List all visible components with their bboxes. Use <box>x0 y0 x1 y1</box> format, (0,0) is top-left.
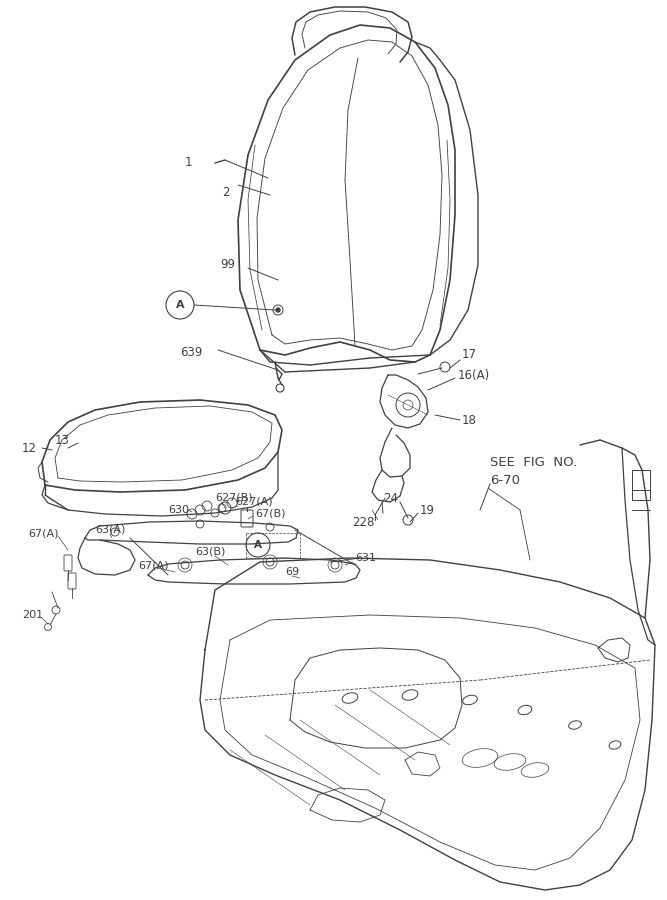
Text: 6-70: 6-70 <box>490 473 520 487</box>
Text: 2: 2 <box>222 185 229 199</box>
Text: 627(B): 627(B) <box>215 492 253 502</box>
Text: SEE  FIG  NO.: SEE FIG NO. <box>490 455 577 469</box>
Text: 1: 1 <box>185 157 193 169</box>
Text: 627(A): 627(A) <box>235 497 273 507</box>
Text: 12: 12 <box>22 442 37 454</box>
Text: 18: 18 <box>462 413 477 427</box>
Text: 67(A): 67(A) <box>138 560 169 570</box>
Text: 13: 13 <box>55 434 70 446</box>
Text: 639: 639 <box>180 346 202 358</box>
Text: 631: 631 <box>355 553 376 563</box>
Text: 228: 228 <box>352 516 374 528</box>
Circle shape <box>276 308 280 312</box>
Text: 17: 17 <box>462 348 477 362</box>
Text: 67(B): 67(B) <box>255 508 285 518</box>
Text: 99: 99 <box>220 258 235 272</box>
Text: 201: 201 <box>22 610 43 620</box>
Text: 63(B): 63(B) <box>195 547 225 557</box>
Text: 24: 24 <box>383 491 398 505</box>
Text: 67(A): 67(A) <box>28 529 59 539</box>
Text: A: A <box>254 540 262 550</box>
Text: 16(A): 16(A) <box>458 368 490 382</box>
Text: 63(A): 63(A) <box>95 525 125 535</box>
Text: 630: 630 <box>168 505 189 515</box>
Text: 69: 69 <box>285 567 299 577</box>
Text: A: A <box>175 300 184 310</box>
Text: 19: 19 <box>420 503 435 517</box>
